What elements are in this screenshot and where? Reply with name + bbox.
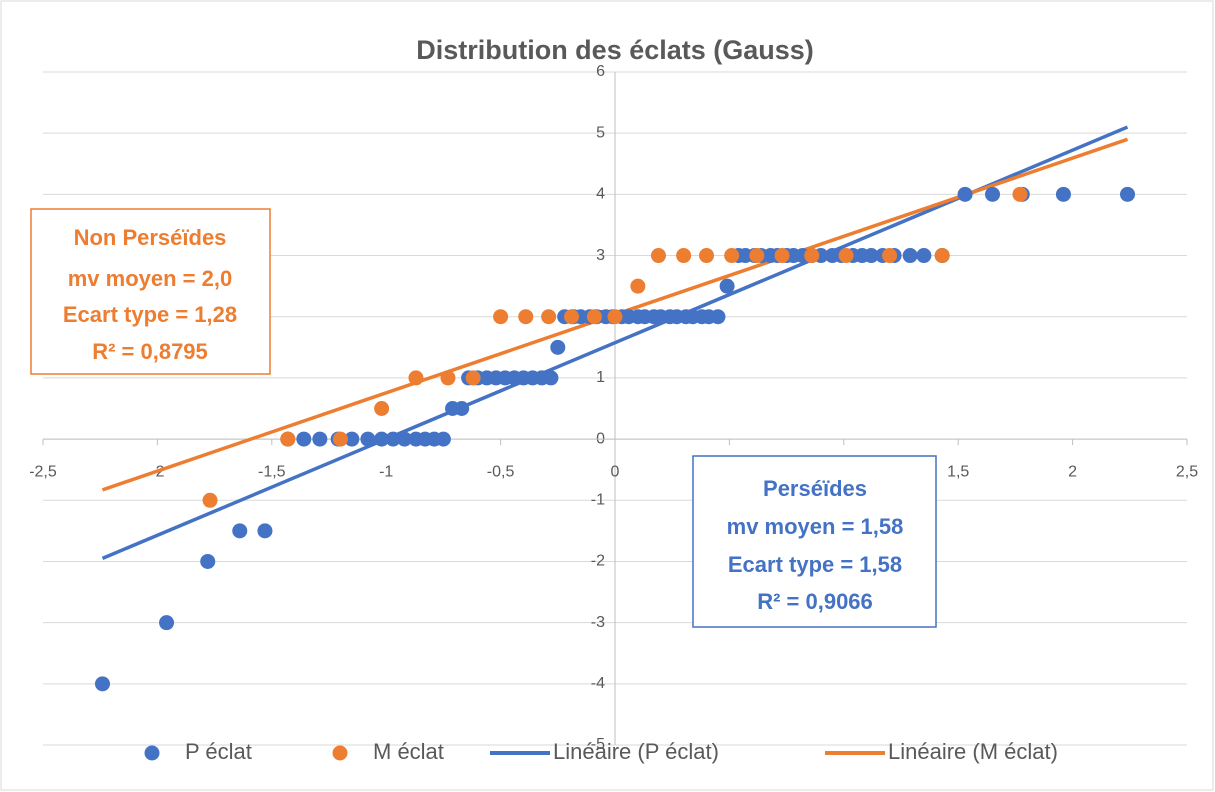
annotation-text: Perséïdes: [763, 476, 867, 501]
data-point: [465, 370, 481, 386]
data-point: [312, 431, 328, 447]
data-point: [882, 248, 898, 264]
y-tick-label: 1: [596, 369, 605, 386]
data-point: [607, 309, 623, 325]
data-point: [710, 309, 726, 325]
annotation-text: mv moyen = 1,58: [727, 514, 904, 539]
data-point: [934, 248, 950, 264]
data-point: [902, 248, 918, 264]
y-tick-label: -3: [591, 614, 605, 631]
y-tick-label: -1: [591, 491, 605, 508]
data-point: [332, 431, 348, 447]
data-point: [408, 370, 424, 386]
data-point: [985, 186, 1001, 202]
annotation-box: [692, 455, 937, 628]
data-point: [916, 248, 932, 264]
x-tick-label: 2,5: [1176, 463, 1198, 480]
x-tick-label: -1,5: [258, 463, 286, 480]
data-point: [1120, 186, 1136, 202]
annotation-text: Ecart type = 1,28: [63, 302, 237, 327]
data-point: [838, 248, 854, 264]
x-tick-label: 0: [611, 463, 620, 480]
data-point: [676, 248, 692, 264]
x-tick-label: -0,5: [487, 463, 515, 480]
data-point: [774, 248, 790, 264]
data-point: [863, 248, 879, 264]
data-point: [543, 370, 559, 386]
data-point: [159, 615, 175, 631]
x-tick-label: 2: [1068, 463, 1077, 480]
data-point: [493, 309, 509, 325]
data-point: [749, 248, 765, 264]
annotation-text: Non Perséïdes: [74, 225, 227, 250]
y-tick-label: 5: [596, 124, 605, 141]
data-point: [957, 186, 973, 202]
data-point: [719, 278, 735, 294]
y-tick-label: -2: [591, 553, 605, 570]
data-point: [440, 370, 456, 386]
x-tick-label: -1: [379, 463, 393, 480]
legend-label: P éclat: [185, 739, 252, 764]
chart-title: Distribution des éclats (Gauss): [416, 35, 814, 65]
data-point: [454, 401, 470, 416]
legend-label: Linéaire (P éclat): [553, 739, 719, 764]
data-point: [344, 431, 360, 447]
y-tick-label: 6: [596, 63, 605, 80]
x-tick-label: -2,5: [29, 463, 57, 480]
data-point: [550, 339, 566, 355]
data-point: [397, 431, 413, 447]
data-point: [630, 278, 646, 294]
data-point: [296, 431, 312, 447]
data-point: [202, 492, 218, 508]
y-tick-label: 4: [596, 186, 605, 203]
data-point: [360, 431, 376, 447]
y-tick-label: -5: [591, 736, 605, 753]
data-point: [374, 431, 390, 447]
data-point: [1055, 186, 1071, 202]
data-point: [804, 248, 820, 264]
x-tick-label: 1,5: [947, 463, 969, 480]
annotation-text: R² = 0,8795: [92, 339, 208, 364]
legend-label: M éclat: [373, 739, 444, 764]
annotation-text: Ecart type = 1,58: [728, 552, 902, 577]
annotation-text: R² = 0,9066: [757, 589, 873, 614]
y-tick-label: 3: [596, 247, 605, 264]
annotation-text: mv moyen = 2,0: [68, 266, 232, 291]
data-point: [200, 553, 216, 569]
data-point: [541, 309, 557, 325]
data-point: [94, 676, 110, 692]
data-point: [724, 248, 740, 264]
y-tick-label: -4: [591, 675, 605, 692]
data-point: [257, 523, 273, 539]
data-point: [232, 523, 248, 539]
data-point: [385, 431, 401, 447]
data-point: [435, 431, 451, 447]
legend-label: Linéaire (M éclat): [888, 739, 1058, 764]
annotation-box: [30, 208, 271, 375]
data-point: [374, 401, 390, 416]
data-point: [699, 248, 715, 264]
data-point: [564, 309, 580, 325]
data-point: [650, 248, 666, 264]
data-point: [280, 431, 296, 447]
data-point: [1012, 186, 1028, 202]
legend-marker: [332, 745, 348, 761]
data-point: [518, 309, 534, 325]
legend-marker: [144, 745, 160, 761]
data-point: [586, 309, 602, 325]
